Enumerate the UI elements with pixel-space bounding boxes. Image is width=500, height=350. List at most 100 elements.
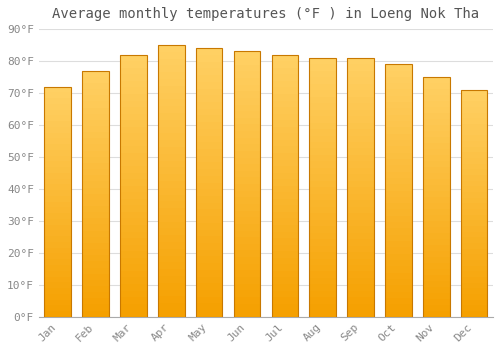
Bar [234,257,260,264]
Bar [461,90,487,317]
Bar [158,79,184,86]
Bar [385,140,411,146]
Bar [348,220,374,226]
Bar [385,229,411,235]
Bar [44,208,71,213]
Bar [44,259,71,265]
Bar [348,272,374,278]
Bar [272,179,298,186]
Bar [82,150,109,157]
Bar [348,310,374,317]
Title: Average monthly temperatures (°F ) in Loeng Nok Tha: Average monthly temperatures (°F ) in Lo… [52,7,480,21]
Bar [234,284,260,290]
Bar [385,153,411,159]
Bar [82,231,109,237]
Bar [461,209,487,215]
Bar [348,298,374,304]
Bar [348,187,374,194]
Bar [272,290,298,297]
Bar [310,181,336,187]
Bar [385,178,411,184]
Bar [423,149,450,155]
Bar [234,138,260,144]
Bar [158,147,184,154]
Bar [196,149,222,156]
Bar [348,246,374,252]
Bar [234,91,260,98]
Bar [348,90,374,97]
Bar [196,162,222,169]
Bar [82,200,109,206]
Bar [423,161,450,167]
Bar [44,196,71,202]
Bar [196,75,222,82]
Bar [82,261,109,267]
Bar [385,165,411,172]
Bar [82,126,109,132]
Bar [272,238,298,245]
Bar [461,96,487,101]
Bar [234,164,260,171]
Bar [348,155,374,161]
Bar [44,265,71,271]
Bar [423,83,450,89]
Bar [44,311,71,317]
Bar [44,231,71,236]
Bar [196,310,222,317]
Bar [196,243,222,250]
Bar [196,189,222,196]
Bar [310,252,336,259]
Bar [310,259,336,265]
Bar [44,86,71,92]
Bar [348,194,374,200]
Bar [461,90,487,96]
Bar [423,239,450,245]
Bar [310,168,336,174]
Bar [461,141,487,147]
Bar [385,254,411,260]
Bar [423,137,450,143]
Bar [423,305,450,311]
Bar [196,82,222,89]
Bar [310,129,336,135]
Bar [385,146,411,153]
Bar [385,184,411,190]
Bar [158,201,184,208]
Bar [272,245,298,251]
Bar [44,86,71,317]
Bar [196,95,222,102]
Bar [272,278,298,284]
Bar [423,221,450,227]
Bar [310,285,336,291]
Bar [385,96,411,102]
Bar [44,144,71,150]
Bar [82,298,109,304]
Bar [82,304,109,311]
Bar [196,297,222,303]
Bar [120,258,146,264]
Bar [461,260,487,266]
Bar [385,121,411,127]
Bar [82,83,109,89]
Bar [348,116,374,122]
Bar [385,235,411,241]
Bar [385,71,411,77]
Bar [310,213,336,220]
Bar [196,216,222,223]
Bar [44,271,71,277]
Bar [423,197,450,203]
Bar [385,64,411,71]
Bar [272,271,298,278]
Bar [385,102,411,108]
Bar [310,246,336,252]
Bar [310,155,336,161]
Bar [423,311,450,317]
Bar [196,62,222,68]
Bar [348,252,374,259]
Bar [196,169,222,176]
Bar [120,107,146,114]
Bar [310,58,336,64]
Bar [82,206,109,212]
Bar [120,245,146,251]
Bar [423,179,450,185]
